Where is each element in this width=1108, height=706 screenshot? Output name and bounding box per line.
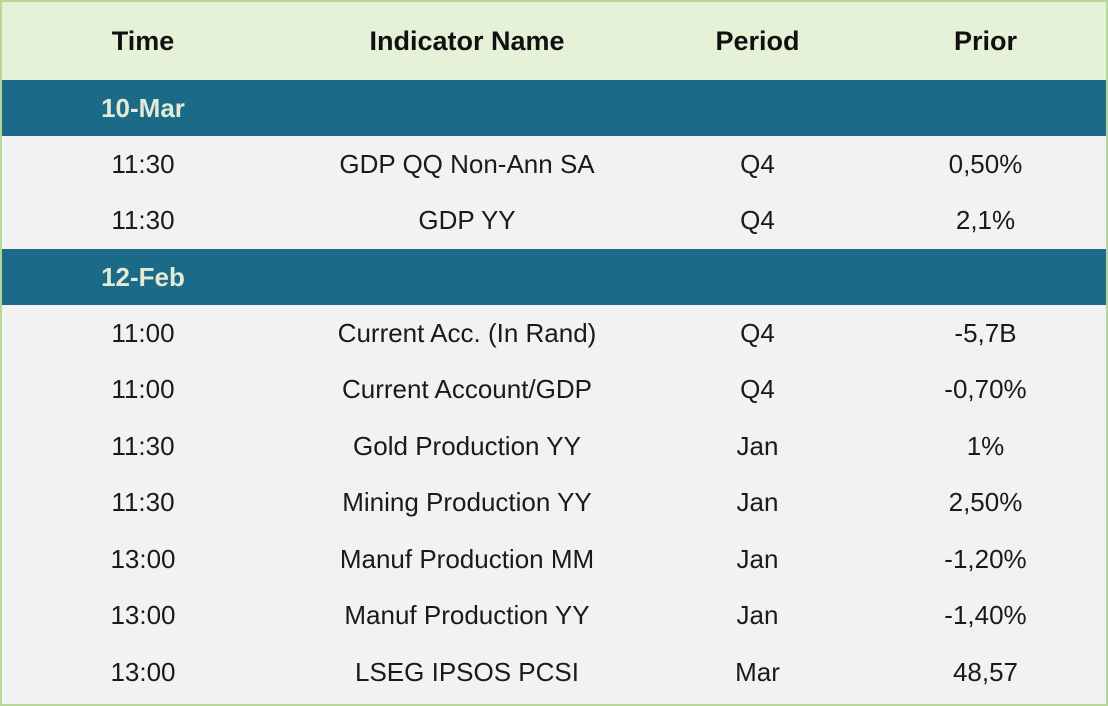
- cell-indicator-name: Manuf Production YY: [344, 600, 590, 631]
- cell-time: 13:00: [110, 543, 176, 574]
- cell-period: Jan: [736, 543, 779, 574]
- date-group-label: 12-Feb: [101, 261, 185, 292]
- cell-time: 11:30: [111, 430, 175, 461]
- table-row: 11:00 Current Account/GDP Q4 -0,70%: [2, 362, 1106, 419]
- cell-period: Q4: [740, 205, 775, 236]
- cell-prior: 0,50%: [948, 148, 1023, 179]
- cell-period: Jan: [736, 430, 779, 461]
- cell-prior: 2,1%: [955, 205, 1016, 236]
- cell-time: 11:00: [111, 317, 175, 348]
- table-row: 13:00 Manuf Production YY Jan -1,40%: [2, 588, 1106, 645]
- cell-prior: 2,50%: [948, 487, 1023, 518]
- cell-prior: -1,40%: [944, 600, 1027, 631]
- header-indicator-name: Indicator Name: [369, 25, 565, 56]
- cell-period: Mar: [735, 656, 780, 687]
- cell-time: 11:00: [111, 374, 175, 405]
- table-row: 11:00 Current Acc. (In Rand) Q4 -5,7B: [2, 305, 1106, 362]
- cell-time: 13:00: [110, 600, 176, 631]
- header-time: Time: [111, 25, 175, 56]
- cell-time: 13:00: [110, 656, 176, 687]
- cell-period: Jan: [736, 487, 779, 518]
- cell-indicator-name: GDP YY: [418, 205, 516, 236]
- date-group-header: 12-Feb: [2, 249, 1106, 305]
- cell-period: Q4: [740, 374, 775, 405]
- header-prior: Prior: [953, 25, 1018, 56]
- table-row: 11:30 GDP QQ Non-Ann SA Q4 0,50%: [2, 136, 1106, 193]
- table-header-row: Time Indicator Name Period Prior: [2, 2, 1106, 80]
- cell-indicator-name: Gold Production YY: [353, 430, 581, 461]
- cell-period: Q4: [740, 148, 775, 179]
- table-row: 13:00 LSEG IPSOS PCSI Mar 48,57: [2, 644, 1106, 701]
- cell-period: Q4: [740, 317, 775, 348]
- cell-indicator-name: Current Acc. (In Rand): [337, 317, 597, 348]
- cell-time: 11:30: [111, 487, 175, 518]
- cell-prior: -1,20%: [944, 543, 1027, 574]
- cell-prior: -0,70%: [944, 374, 1027, 405]
- cell-prior: -5,7B: [954, 317, 1017, 348]
- cell-time: 11:30: [111, 148, 175, 179]
- header-period: Period: [715, 25, 800, 56]
- table-row: 11:30 Gold Production YY Jan 1%: [2, 418, 1106, 475]
- cell-indicator-name: Manuf Production MM: [339, 543, 595, 574]
- cell-prior: 48,57: [952, 656, 1019, 687]
- date-group-header: 10-Mar: [2, 80, 1106, 136]
- cell-time: 11:30: [111, 205, 175, 236]
- cell-indicator-name: Mining Production YY: [342, 487, 592, 518]
- table-row: 11:30 Mining Production YY Jan 2,50%: [2, 475, 1106, 532]
- cell-indicator-name: LSEG IPSOS PCSI: [355, 656, 579, 687]
- cell-prior: 1%: [966, 430, 1005, 461]
- table-row: 11:30 GDP YY Q4 2,1%: [2, 193, 1106, 250]
- date-group-label: 10-Mar: [101, 92, 185, 123]
- cell-period: Jan: [736, 600, 779, 631]
- cell-indicator-name: Current Account/GDP: [342, 374, 592, 405]
- table-row: 13:00 Manuf Production MM Jan -1,20%: [2, 531, 1106, 588]
- cell-indicator-name: GDP QQ Non-Ann SA: [339, 148, 595, 179]
